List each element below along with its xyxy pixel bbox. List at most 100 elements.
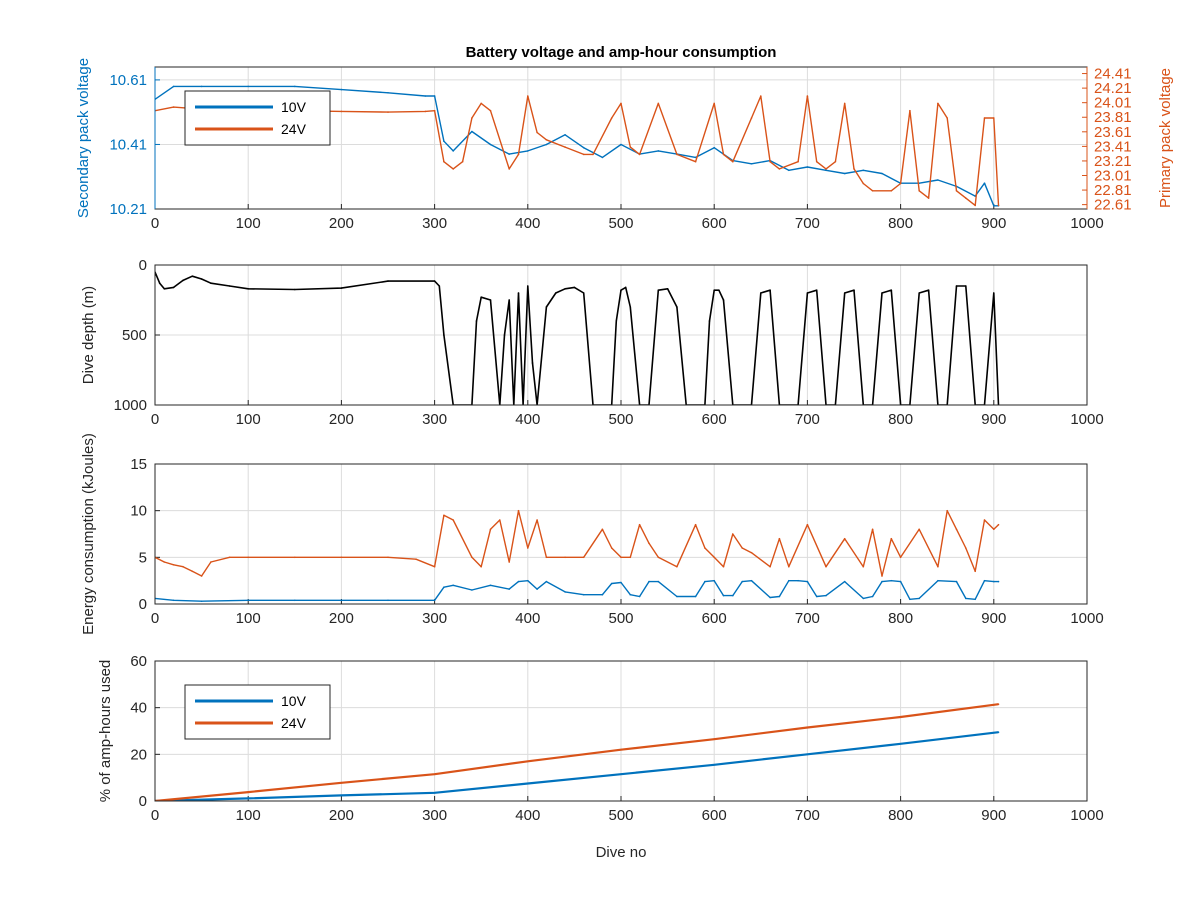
- voltage-point-10v: [564, 134, 566, 136]
- voltage-point-10v: [200, 85, 203, 88]
- energy-point-10v: [788, 579, 790, 582]
- energy-point-10v: [871, 595, 874, 598]
- energy-point-24v: [704, 547, 706, 549]
- energy-point-10v: [629, 593, 632, 596]
- energy-x-tick-label: 100: [236, 610, 261, 627]
- depth-x-tick-label: 300: [422, 411, 447, 428]
- energy-point-24v: [433, 565, 436, 568]
- energy-point-24v: [387, 556, 389, 559]
- energy-point-24v: [294, 556, 296, 559]
- energy-point-24v: [620, 556, 622, 559]
- depth-point-depth: [853, 289, 855, 292]
- energy-x-tick-label: 800: [888, 610, 913, 627]
- depth-point-depth: [191, 275, 194, 278]
- energy-point-10v: [806, 580, 809, 583]
- depth-point-depth: [881, 292, 883, 294]
- depth-point-depth: [927, 289, 930, 292]
- plot-energy: 0 100 200 300 400 500 600 700 800 900 1000 0 5 10 15 En…: [80, 433, 1104, 635]
- depth-point-depth: [582, 292, 585, 294]
- amp-hours-point-24v: [806, 726, 809, 729]
- depth-x-tick-label: 800: [888, 411, 913, 428]
- amp-hours-series-group: [155, 703, 1000, 801]
- voltage-x-tick-label: 900: [981, 215, 1006, 232]
- voltage-x-tick-label: 500: [608, 215, 633, 232]
- energy-point-24v: [527, 547, 529, 549]
- depth-point-depth: [172, 286, 175, 289]
- depth-point-depth: [666, 288, 669, 290]
- depth-point-depth: [573, 286, 576, 289]
- voltage-point-24v: [592, 153, 594, 156]
- energy-point-10v: [471, 589, 473, 591]
- depth-point-depth: [815, 289, 818, 292]
- energy-point-24v: [536, 519, 538, 521]
- energy-point-10v: [704, 580, 706, 583]
- energy-y-axis-label: Energy consumption (kJoules): [80, 433, 97, 635]
- depth-x-tick-label: 600: [702, 411, 727, 428]
- voltage-y-tick-label: 10.61: [109, 72, 147, 89]
- depth-point-depth: [993, 292, 995, 294]
- depth-point-depth: [508, 299, 511, 301]
- voltage-y-right-tick-label: 23.01: [1094, 168, 1132, 185]
- voltage-point-10v: [247, 85, 249, 88]
- energy-point-24v: [499, 519, 501, 521]
- energy-point-24v: [732, 533, 734, 535]
- energy-point-10v: [489, 584, 492, 587]
- voltage-point-24v: [517, 153, 520, 156]
- depth-point-depth: [918, 292, 920, 294]
- voltage-point-10v: [387, 92, 389, 94]
- depth-point-depth: [676, 306, 678, 308]
- voltage-point-24v: [433, 109, 436, 112]
- voltage-point-10v: [433, 95, 436, 97]
- energy-point-10v: [564, 591, 566, 593]
- energy-point-24v: [937, 565, 939, 568]
- voltage-point-10v: [424, 95, 427, 97]
- energy-point-10v: [797, 579, 799, 582]
- depth-x-tick-label: 700: [795, 411, 820, 428]
- voltage-point-24v: [834, 160, 837, 163]
- energy-point-10v: [997, 580, 1000, 583]
- energy-point-24v: [471, 556, 473, 559]
- energy-point-10v: [778, 595, 781, 598]
- voltage-y-tick-label: 10.21: [109, 201, 147, 218]
- voltage-point-10v: [508, 153, 511, 155]
- voltage-point-24v: [806, 95, 809, 97]
- energy-point-10v: [694, 595, 697, 598]
- voltage-point-24v: [527, 95, 529, 97]
- energy-line-24v: [155, 510, 999, 577]
- energy-point-24v: [545, 556, 548, 559]
- energy-point-24v: [862, 565, 865, 568]
- voltage-point-10v: [806, 166, 809, 168]
- voltage-point-24v: [452, 168, 455, 170]
- voltage-point-24v: [760, 95, 762, 97]
- energy-point-10v: [769, 596, 771, 599]
- voltage-point-24v: [862, 182, 865, 185]
- energy-point-24v: [741, 547, 743, 549]
- voltage-y-right-axis-label: Primary pack voltage: [1157, 68, 1174, 208]
- energy-point-10v: [881, 580, 883, 583]
- voltage-point-24v: [657, 102, 660, 105]
- energy-point-24v: [890, 537, 893, 540]
- depth-y-tick-label: 500: [122, 327, 147, 344]
- voltage-x-tick-label: 600: [702, 215, 727, 232]
- voltage-point-24v: [629, 146, 632, 148]
- energy-point-24v: [946, 509, 948, 512]
- energy-y-tick-label: 15: [130, 456, 147, 473]
- voltage-point-10v: [937, 179, 939, 181]
- energy-point-10v: [536, 588, 538, 590]
- voltage-point-10v: [983, 182, 986, 184]
- depth-point-depth: [438, 285, 441, 287]
- energy-point-10v: [955, 580, 958, 583]
- energy-point-24v: [778, 537, 781, 540]
- energy-point-10v: [974, 598, 976, 601]
- energy-point-10v: [648, 580, 650, 583]
- voltage-point-24v: [545, 139, 548, 141]
- amp-hours-x-tick-label: 400: [515, 807, 540, 824]
- plot-depth: 0 100 200 300 400 500 600 700 800 900 100005001000…: [80, 257, 1104, 428]
- energy-y-tick-label: 5: [139, 549, 147, 566]
- voltage-y-right-tick-label: 22.61: [1094, 197, 1132, 214]
- voltage-point-10v: [452, 150, 455, 152]
- amp-hours-x-tick-label: 600: [702, 807, 727, 824]
- depth-point-depth: [843, 292, 846, 294]
- depth-point-depth: [624, 286, 627, 289]
- energy-point-24v: [871, 528, 874, 531]
